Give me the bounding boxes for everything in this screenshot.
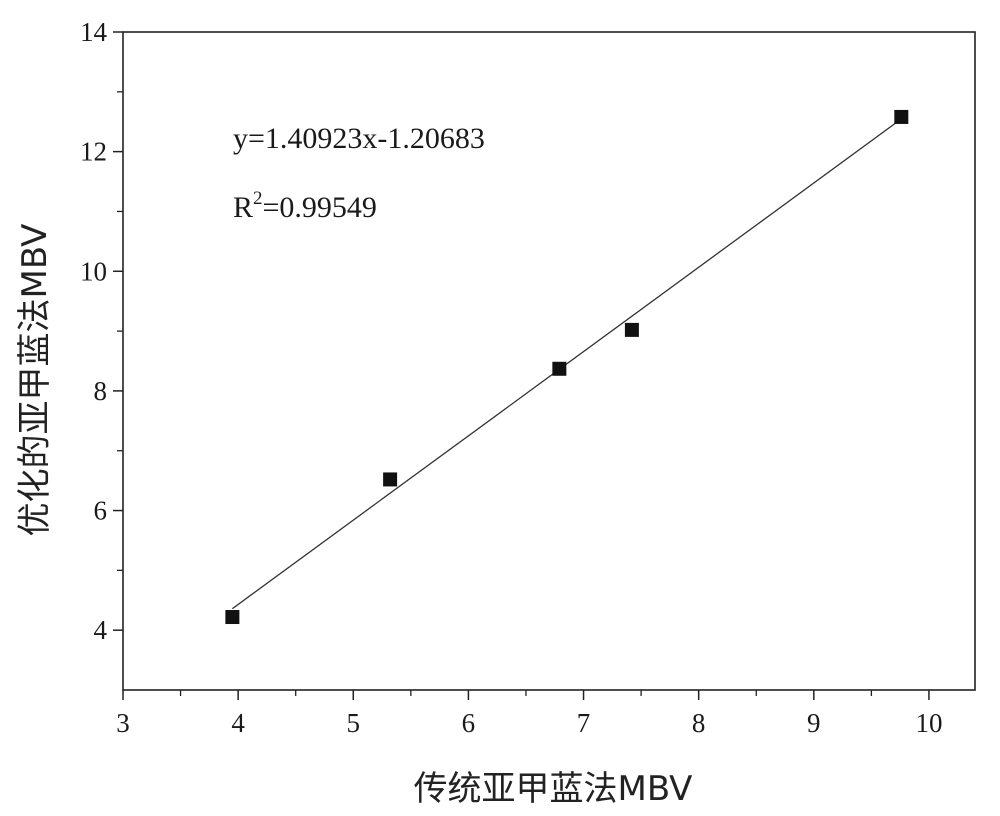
data-point: [552, 361, 567, 376]
data-point: [225, 610, 240, 625]
y-tick-label: 12: [80, 137, 107, 167]
y-tick-label: 8: [94, 376, 108, 406]
plot-frame: [122, 31, 976, 691]
x-tick-label: 4: [231, 708, 245, 738]
y-axis-title: 优化的亚甲蓝法MBV: [15, 224, 55, 537]
data-point: [383, 472, 398, 487]
x-tick-label: 9: [807, 708, 821, 738]
data-points: [225, 109, 909, 625]
r-squared-prefix: R: [233, 191, 253, 224]
x-tick-label: 3: [116, 708, 130, 738]
equation-annotation: y=1.40923x-1.20683: [233, 122, 485, 155]
axis-ticks: [113, 31, 930, 700]
axis-tick-labels: 3 4 5 6 7 8 9 10 4 6 8 10 12 14: [80, 17, 942, 738]
linear-fit-line: [231, 118, 902, 610]
x-tick-label: 6: [462, 708, 476, 738]
fit-line-group: [231, 118, 902, 610]
y-tick-label: 14: [80, 17, 108, 47]
x-axis-title: 传统亚甲蓝法MBV: [414, 769, 693, 809]
data-point: [624, 322, 639, 337]
x-tick-label: 10: [915, 708, 942, 738]
data-point: [894, 109, 909, 124]
x-tick-label: 5: [347, 708, 361, 738]
y-tick-label: 6: [94, 496, 108, 526]
r-squared-value: =0.99549: [263, 191, 377, 224]
y-tick-label: 4: [94, 615, 108, 645]
r-squared-superscript: 2: [253, 188, 263, 209]
x-tick-label: 7: [577, 708, 591, 738]
x-tick-label: 8: [692, 708, 706, 738]
y-tick-label: 10: [80, 256, 107, 286]
r-squared-annotation: R2=0.99549: [233, 188, 377, 224]
